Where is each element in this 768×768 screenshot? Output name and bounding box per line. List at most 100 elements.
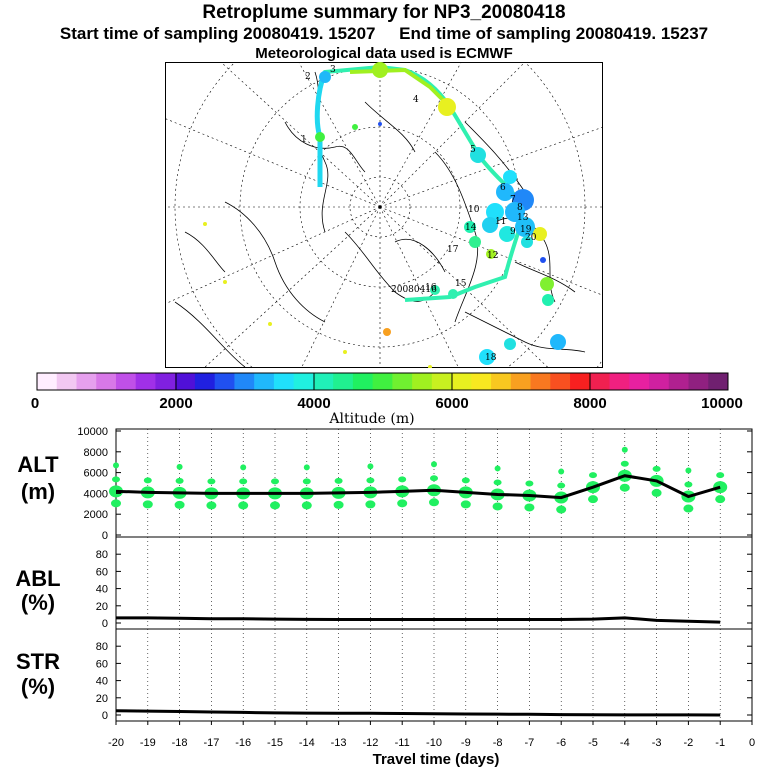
- time-series-plots: 0 2000 4000 6000 8000 10000 0 20 40 60 80 0 20 40 60 80…: [15, 426, 755, 768]
- colorbar-tick: 6000: [435, 395, 468, 412]
- x-tick-label: -20: [108, 737, 124, 749]
- alt-series-line: [115, 474, 721, 500]
- colorbar-cell: [76, 373, 97, 390]
- particle-blob: [685, 467, 692, 474]
- colorbar-cell: [372, 373, 393, 390]
- particle-blob: [652, 465, 661, 472]
- particle-blob: [365, 500, 376, 509]
- track-label: 5: [470, 145, 476, 155]
- colorbar-cell: [688, 373, 709, 390]
- track-label: 19: [520, 225, 532, 235]
- particle-blob: [176, 463, 183, 470]
- track-label: 1: [301, 135, 307, 145]
- particle-blob: [333, 500, 344, 509]
- colorbar-cell: [155, 373, 176, 390]
- track-label: 14: [465, 223, 477, 233]
- end-time: End time of sampling 20080419. 15237: [399, 24, 709, 43]
- particle-blob: [112, 476, 120, 483]
- colorbar-cell: [649, 373, 670, 390]
- str-series-line: [115, 709, 721, 717]
- met-data-label: Meteorological data used is ECMWF: [255, 45, 513, 62]
- colorbar-cell: [293, 373, 314, 390]
- colorbar-cell: [668, 373, 690, 390]
- str-unit: (%): [21, 674, 55, 699]
- x-tick-label: -15: [267, 737, 283, 749]
- str-panel: [115, 628, 753, 722]
- y-tick-label: 40: [96, 676, 108, 688]
- colorbar-cell: [451, 373, 472, 390]
- particle-blob: [111, 499, 121, 508]
- x-tick-label: -7: [525, 737, 535, 749]
- track-label: 11: [495, 217, 506, 227]
- x-tick-label: -18: [172, 737, 188, 749]
- particle-blob: [683, 504, 694, 513]
- colorbar-cell: [550, 373, 571, 390]
- colorbar-cell: [589, 373, 611, 390]
- colorbar-cell: [491, 373, 512, 390]
- particle-blob: [429, 498, 439, 507]
- track-label: 13: [517, 213, 529, 223]
- particle-blob: [619, 483, 630, 492]
- particle-blob: [366, 477, 375, 484]
- particle-blob: [271, 478, 279, 485]
- track-label: 16: [425, 283, 437, 293]
- colorbar-cell: [412, 373, 433, 390]
- colorbar-cell: [392, 373, 413, 390]
- x-tick-label: -2: [684, 737, 694, 749]
- colorbar-tick: 2000: [159, 395, 192, 412]
- x-axis-label: Travel time (days): [373, 751, 500, 768]
- track-label: 17: [447, 245, 459, 255]
- y-tick-label: 40: [96, 584, 108, 596]
- x-tick-label: -14: [299, 737, 315, 749]
- particle-blob: [240, 464, 247, 471]
- track-label: 6: [500, 183, 506, 193]
- start-time: Start time of sampling 20080419. 15207: [59, 24, 376, 43]
- particle-blob: [142, 500, 153, 509]
- colorbar-cell: [115, 373, 137, 390]
- y-tick-label: 60: [96, 658, 108, 670]
- particle-blob: [397, 499, 408, 508]
- particle-blob: [143, 477, 152, 484]
- particle-blob: [716, 472, 725, 479]
- colorbar-cell: [471, 373, 492, 390]
- colorbar-cell: [352, 373, 374, 390]
- track-label: 20: [525, 233, 537, 243]
- alt-particle-cloud: [109, 446, 728, 514]
- y-tick-label: 20: [96, 693, 108, 705]
- colorbar-cell: [273, 373, 295, 390]
- particle-blob: [494, 465, 501, 472]
- particle-blob: [651, 488, 662, 497]
- particle-blob: [589, 472, 597, 479]
- colorbar-cell: [510, 373, 532, 390]
- colorbar-cell: [234, 373, 255, 390]
- particle-blob: [301, 501, 312, 510]
- particle-blob: [715, 495, 726, 504]
- x-tick-label: -13: [331, 737, 347, 749]
- particle-blob: [621, 446, 628, 453]
- particle-blob: [431, 461, 437, 468]
- colorbar-cell: [135, 373, 156, 390]
- sampling-times: Start time of sampling 20080419. 15207 E…: [0, 24, 768, 44]
- track-label: 12: [487, 251, 498, 261]
- track-label: 10: [468, 205, 480, 215]
- abl-unit: (%): [21, 590, 55, 615]
- abl-label: ABL: [15, 566, 60, 591]
- x-tick-label: -19: [140, 737, 156, 749]
- polar-map: 1 2 3 4 5 6 7 8 9 10 11 12 13 14 15 16 1…: [165, 62, 603, 368]
- abl-series-line: [116, 616, 721, 624]
- y-tick-label: 2000: [84, 509, 108, 521]
- alt-unit: (m): [21, 479, 55, 504]
- x-tick-label: -17: [203, 737, 219, 749]
- track-labels: 1 2 3 4 5 6 7 8 9 10 11 12 13 14 15 16 1…: [301, 65, 537, 363]
- particle-blob: [461, 477, 470, 484]
- y-tick-label: 0: [102, 618, 108, 630]
- colorbar-tick: 8000: [573, 395, 606, 412]
- particle-blob: [302, 478, 311, 485]
- x-tick-label: -8: [493, 737, 503, 749]
- particle-blob: [303, 464, 310, 471]
- particle-blob: [460, 500, 471, 509]
- particle-blob: [174, 500, 185, 509]
- colorbar-tick: 10000: [701, 395, 743, 412]
- colorbar-cell: [175, 373, 196, 390]
- particle-blob: [206, 501, 217, 510]
